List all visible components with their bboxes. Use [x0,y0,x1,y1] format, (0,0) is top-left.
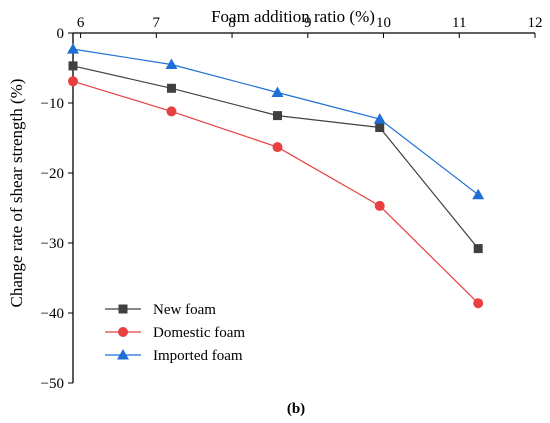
x-tick-label: 10 [376,15,391,31]
x-axis-title: Foam addition ratio (%) [211,7,375,26]
series-new-foam [68,61,483,254]
axes [72,32,535,383]
y-tick-label: −50 [41,376,64,392]
legend-marker [117,349,129,360]
data-point-new-foam [375,123,385,132]
series-line-imported-foam [72,48,479,196]
series-imported-foam [67,43,485,200]
data-point-new-foam [272,111,282,121]
data-point-imported-foam [271,86,284,97]
legend-label: Imported foam [153,348,243,364]
x-tick-label: 8 [228,15,236,31]
x-tick-label: 7 [153,15,161,31]
legend-label: Domestic foam [153,325,245,341]
data-point-domestic-foam [272,142,283,153]
ticks: 6 7 8 9 10 11 12 0 −10 −20 −30 −40 −50 [41,15,543,392]
legend-item-new-foam: New foam [105,302,216,318]
series-layer [67,43,485,309]
x-tick-label: 6 [77,15,85,31]
legend-item-imported-foam: Imported foam [105,348,243,364]
x-tick-label: 12 [528,15,543,31]
data-point-imported-foam [373,113,386,124]
data-point-new-foam [68,61,78,71]
data-point-domestic-foam [473,298,484,309]
data-point-imported-foam [165,58,178,69]
figure-caption: (b) [287,401,305,417]
legend-marker [118,327,128,337]
data-point-new-foam [473,244,483,254]
data-point-imported-foam [472,188,485,200]
y-tick-label: −10 [41,96,64,112]
y-tick-label: 0 [57,26,65,42]
data-point-domestic-foam [166,106,177,117]
y-tick-label: −40 [41,306,64,322]
y-tick-label: −20 [41,166,64,182]
legend-marker [118,304,128,314]
x-tick-label: 9 [304,15,312,31]
data-point-domestic-foam [68,76,78,87]
data-point-new-foam [166,83,176,93]
legend-item-domestic-foam: Domestic foam [105,325,245,341]
data-point-imported-foam [67,43,79,54]
series-domestic-foam [68,76,484,309]
data-point-domestic-foam [374,200,385,211]
legend-label: New foam [153,302,216,318]
legend: New foam Domestic foam Imported foam [105,302,245,364]
y-axis-title: Change rate of shear strength (%) [7,79,26,308]
y-tick-label: −30 [41,236,64,252]
x-tick-label: 11 [452,15,466,31]
